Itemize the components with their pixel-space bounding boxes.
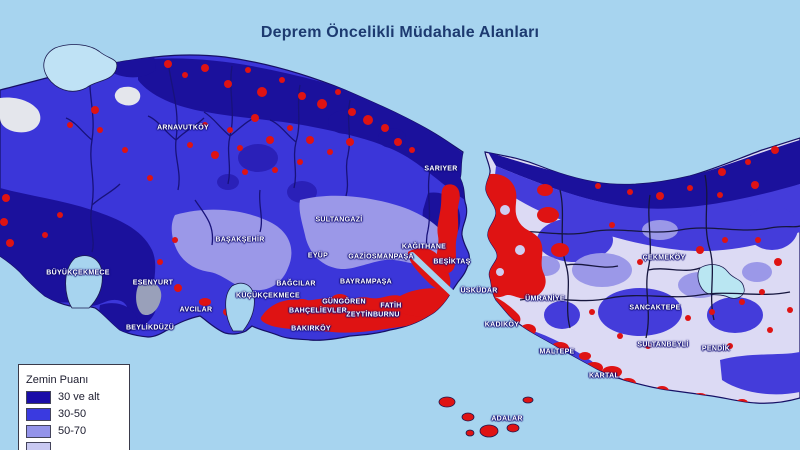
zone-navy-north [138, 58, 465, 200]
district-label: PENDİK [701, 345, 731, 353]
district-label: ÜSKÜDAR [460, 287, 498, 295]
district-label: BÜYÜKÇEKMECE [46, 269, 110, 277]
golden-horn [409, 252, 455, 296]
lakes [43, 44, 455, 332]
district-label: ESENYURT [132, 279, 174, 287]
legend-swatch [26, 425, 51, 438]
streams-european [65, 61, 431, 264]
legend-item-label: 50-70 [58, 425, 87, 437]
district-label: BAHÇELİEVLER [288, 307, 348, 315]
legend-swatch [26, 408, 51, 421]
district-label: BAŞAKŞEHİR [215, 236, 265, 244]
district-label: ARNAVUTKÖY [157, 124, 209, 132]
legend: Zemin Puanı 30 ve alt 30-50 50-70 [18, 364, 130, 450]
district-label: SULTANBEYLİ [637, 341, 689, 349]
district-label: BAĞCILAR [276, 280, 316, 288]
legend-item-label: 30-50 [58, 408, 87, 420]
district-label: SANCAKTEPE [629, 304, 681, 312]
zone-lavender-center [171, 209, 292, 291]
district-label: MALTEPE [539, 348, 575, 356]
district-label: GÜNGÖREN [322, 298, 366, 306]
district-label: KÜÇÜKÇEKMECE [236, 292, 300, 300]
legend-item-label: 30 ve alt [58, 391, 100, 403]
princes-islands [438, 396, 534, 438]
district-label: KAĞITHANE [401, 243, 447, 251]
legend-items: 30 ve alt 30-50 50-70 [26, 391, 129, 438]
district-label: ADALAR [491, 415, 523, 423]
legend-swatch [26, 391, 51, 404]
district-label: GAZİOSMANPAŞA [348, 253, 414, 261]
reservoir [697, 264, 745, 299]
legend-item: 30-50 [26, 408, 129, 421]
map-title: Deprem Öncelikli Müdahale Alanları [260, 24, 540, 41]
streams-asian [497, 174, 800, 339]
legend-title: Zemin Puanı [26, 374, 89, 386]
district-label: ZEYTİNBURNU [346, 311, 400, 319]
district-label: BEYLİKDÜZÜ [125, 324, 175, 332]
district-label: AVCILAR [179, 306, 213, 314]
district-label: BEŞİKTAŞ [433, 258, 471, 266]
district-label: BAKIRKÖY [291, 325, 331, 333]
district-label: FATİH [380, 302, 402, 310]
district-label: ÜMRANİYE [525, 295, 565, 303]
legend-partial-swatch [26, 442, 51, 450]
district-label: KADIKÖY [484, 321, 520, 329]
district-label: SARIYER [424, 165, 458, 173]
legend-item: 50-70 [26, 425, 129, 438]
legend-item: 30 ve alt [26, 391, 129, 404]
legend-partial-row [26, 442, 129, 450]
district-label: KARTAL [588, 372, 620, 380]
district-label: EYÜP [307, 252, 329, 260]
district-label: SULTANGAZİ [315, 216, 363, 224]
district-label: ÇEKMEKÖY [642, 254, 686, 262]
district-label: BAYRAMPAŞA [339, 278, 393, 286]
